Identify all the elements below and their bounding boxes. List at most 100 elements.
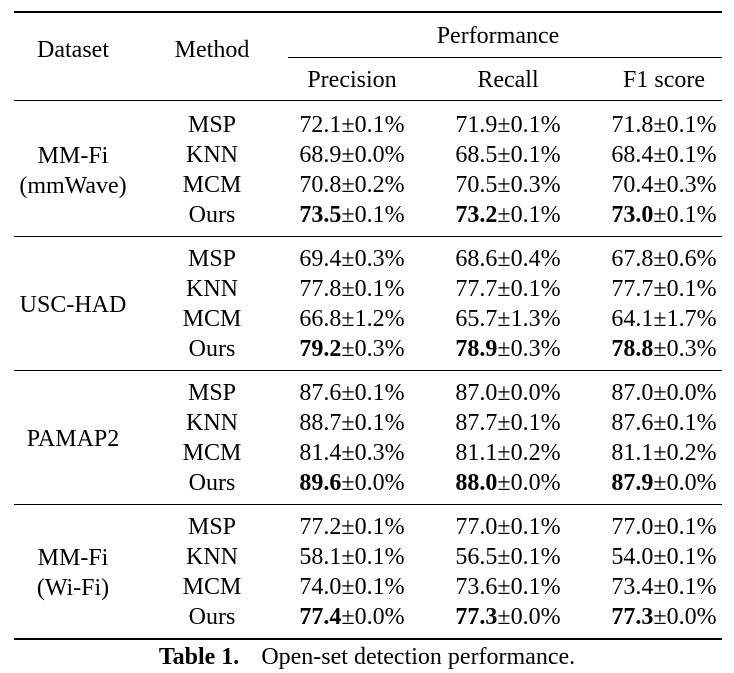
metric-std: ±1.3% [497, 306, 561, 332]
metric-std: ±1.2% [341, 306, 405, 332]
dataset-name-line: (mmWave) [19, 173, 127, 199]
metric-mean: 69.4 [299, 246, 342, 272]
metric-std: ±0.1% [653, 514, 717, 540]
metric-std: ±0.0% [341, 470, 405, 496]
metric-cell: 68.4±0.1% [611, 141, 716, 169]
metric-std: ±0.0% [497, 604, 561, 630]
metric-mean: 77.4 [299, 604, 342, 630]
method-cell: Ours [188, 336, 236, 362]
metric-cell: 73.0±0.1% [611, 201, 716, 229]
metric-std: ±0.2% [341, 172, 405, 198]
top-rule [14, 11, 722, 13]
metric-cell: 71.9±0.1% [455, 111, 560, 139]
caption-text: Open-set detection performance. [261, 644, 576, 670]
metric-std: ±0.1% [341, 380, 405, 406]
metric-std: ±0.1% [341, 514, 405, 540]
metric-mean: 72.1 [299, 112, 342, 138]
metric-mean: 89.6 [299, 470, 342, 496]
header-dataset: Dataset [37, 37, 109, 63]
metric-mean: 87.7 [455, 410, 498, 436]
metric-std: ±0.0% [497, 380, 561, 406]
method-cell: MCM [182, 440, 242, 466]
method-cell: KNN [186, 410, 238, 436]
metric-std: ±0.1% [341, 574, 405, 600]
method-cell: MCM [182, 574, 242, 600]
metric-mean: 54.0 [611, 544, 654, 570]
metric-mean: 77.3 [455, 604, 498, 630]
metric-std: ±0.1% [341, 410, 405, 436]
metric-cell: 81.1±0.2% [611, 439, 716, 467]
metric-std: ±0.3% [341, 336, 405, 362]
metric-cell: 77.7±0.1% [611, 275, 716, 303]
metric-std: ±0.1% [341, 544, 405, 570]
metric-cell: 67.8±0.6% [611, 245, 716, 273]
metric-std: ±0.0% [341, 604, 405, 630]
metric-cell: 68.9±0.0% [299, 141, 404, 169]
metric-mean: 78.8 [611, 336, 654, 362]
metric-mean: 81.1 [611, 440, 654, 466]
metric-std: ±0.1% [653, 142, 717, 168]
metric-cell: 64.1±1.7% [611, 305, 716, 333]
metric-std: ±0.3% [653, 172, 717, 198]
metric-std: ±0.0% [653, 470, 717, 496]
header-method: Method [174, 37, 250, 63]
metric-mean: 73.0 [611, 202, 654, 228]
metric-mean: 77.0 [455, 514, 498, 540]
metric-mean: 70.8 [299, 172, 342, 198]
metric-cell: 73.5±0.1% [299, 201, 404, 229]
metric-std: ±0.1% [497, 142, 561, 168]
method-cell: Ours [188, 470, 236, 496]
metric-cell: 77.2±0.1% [299, 513, 404, 541]
metric-mean: 87.9 [611, 470, 654, 496]
metric-cell: 87.9±0.0% [611, 469, 716, 497]
metric-std: ±0.1% [653, 574, 717, 600]
metric-std: ±0.4% [497, 246, 561, 272]
metric-mean: 81.4 [299, 440, 342, 466]
metric-mean: 64.1 [611, 306, 654, 332]
metric-cell: 58.1±0.1% [299, 543, 404, 571]
metric-std: ±0.6% [653, 246, 717, 272]
metric-cell: 69.4±0.3% [299, 245, 404, 273]
metric-cell: 70.5±0.3% [455, 171, 560, 199]
metric-mean: 73.4 [611, 574, 654, 600]
metric-mean: 87.0 [455, 380, 498, 406]
method-cell: MSP [187, 514, 237, 540]
metric-cell: 72.1±0.1% [299, 111, 404, 139]
metric-mean: 70.5 [455, 172, 498, 198]
metric-cell: 87.0±0.0% [611, 379, 716, 407]
dataset-name-line: MM-Fi [37, 545, 109, 571]
metric-cell: 70.8±0.2% [299, 171, 404, 199]
metric-mean: 77.7 [611, 276, 654, 302]
metric-mean: 58.1 [299, 544, 342, 570]
header-recall: Recall [477, 67, 539, 93]
header-precision: Precision [307, 67, 397, 93]
metric-mean: 68.5 [455, 142, 498, 168]
metric-cell: 79.2±0.3% [299, 335, 404, 363]
group-divider [14, 504, 722, 505]
metric-mean: 88.0 [455, 470, 498, 496]
method-cell: MSP [187, 246, 237, 272]
metric-mean: 87.6 [299, 380, 342, 406]
metric-mean: 73.2 [455, 202, 498, 228]
metric-cell: 88.7±0.1% [299, 409, 404, 437]
metric-cell: 73.2±0.1% [455, 201, 560, 229]
metric-cell: 87.6±0.1% [611, 409, 716, 437]
metric-mean: 67.8 [611, 246, 654, 272]
header-performance: Performance [436, 23, 560, 49]
dataset-name-line: USC-HAD [19, 292, 127, 318]
metric-mean: 73.5 [299, 202, 342, 228]
bottom-rule [14, 638, 722, 640]
metric-cell: 88.0±0.0% [455, 469, 560, 497]
metric-std: ±1.7% [653, 306, 717, 332]
metric-cell: 77.8±0.1% [299, 275, 404, 303]
metric-mean: 77.8 [299, 276, 342, 302]
metric-cell: 81.4±0.3% [299, 439, 404, 467]
metric-mean: 87.6 [611, 410, 654, 436]
metric-cell: 87.6±0.1% [299, 379, 404, 407]
metric-mean: 73.6 [455, 574, 498, 600]
metric-std: ±0.1% [653, 410, 717, 436]
dataset-name: MM-Fi (Wi-Fi) [37, 543, 109, 603]
metric-mean: 77.3 [611, 604, 654, 630]
metric-std: ±0.1% [653, 276, 717, 302]
metric-mean: 88.7 [299, 410, 342, 436]
